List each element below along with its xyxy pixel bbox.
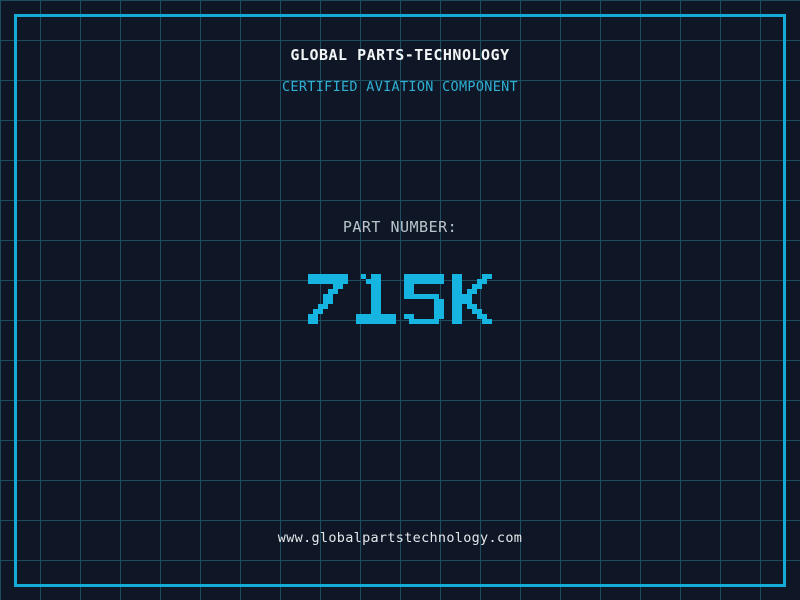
part-number-label: PART NUMBER:	[342, 218, 458, 236]
certification-subtitle: CERTIFIED AVIATION COMPONENT	[282, 79, 518, 95]
part-number-display	[308, 274, 492, 324]
company-title: GLOBAL PARTS-TECHNOLOGY	[290, 46, 510, 64]
website-url: www.globalpartstechnology.com	[277, 530, 523, 546]
